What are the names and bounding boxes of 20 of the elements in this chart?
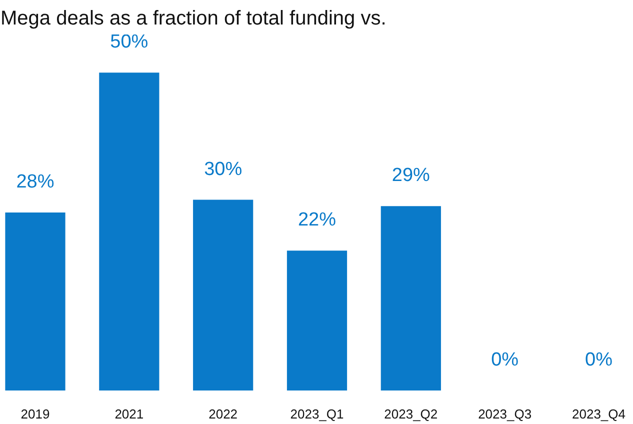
data-label: 28% bbox=[16, 172, 54, 192]
x-tick-label: 2023_Q2 bbox=[384, 406, 438, 422]
data-label: 30% bbox=[204, 158, 242, 180]
x-tick-label: 2019 bbox=[20, 406, 50, 422]
x-tick-label: 2023_Q1 bbox=[290, 406, 344, 422]
bar bbox=[286, 250, 348, 390]
bar bbox=[5, 212, 66, 390]
data-label: 50% bbox=[110, 32, 148, 53]
bar bbox=[380, 206, 441, 390]
data-label: 0% bbox=[491, 350, 519, 370]
x-tick-label: 2021 bbox=[114, 406, 144, 422]
chart-title: Mega deals as a fraction of total funding vs. bbox=[0, 8, 386, 30]
x-tick-label: 2022 bbox=[208, 406, 238, 422]
x-tick-label: 2023_Q4 bbox=[572, 406, 626, 422]
bar bbox=[99, 72, 160, 390]
data-label: 29% bbox=[392, 165, 430, 186]
x-tick-label: 2023_Q3 bbox=[478, 406, 532, 422]
data-label: 22% bbox=[298, 210, 336, 231]
bar bbox=[193, 200, 254, 390]
data-label: 0% bbox=[585, 350, 613, 370]
